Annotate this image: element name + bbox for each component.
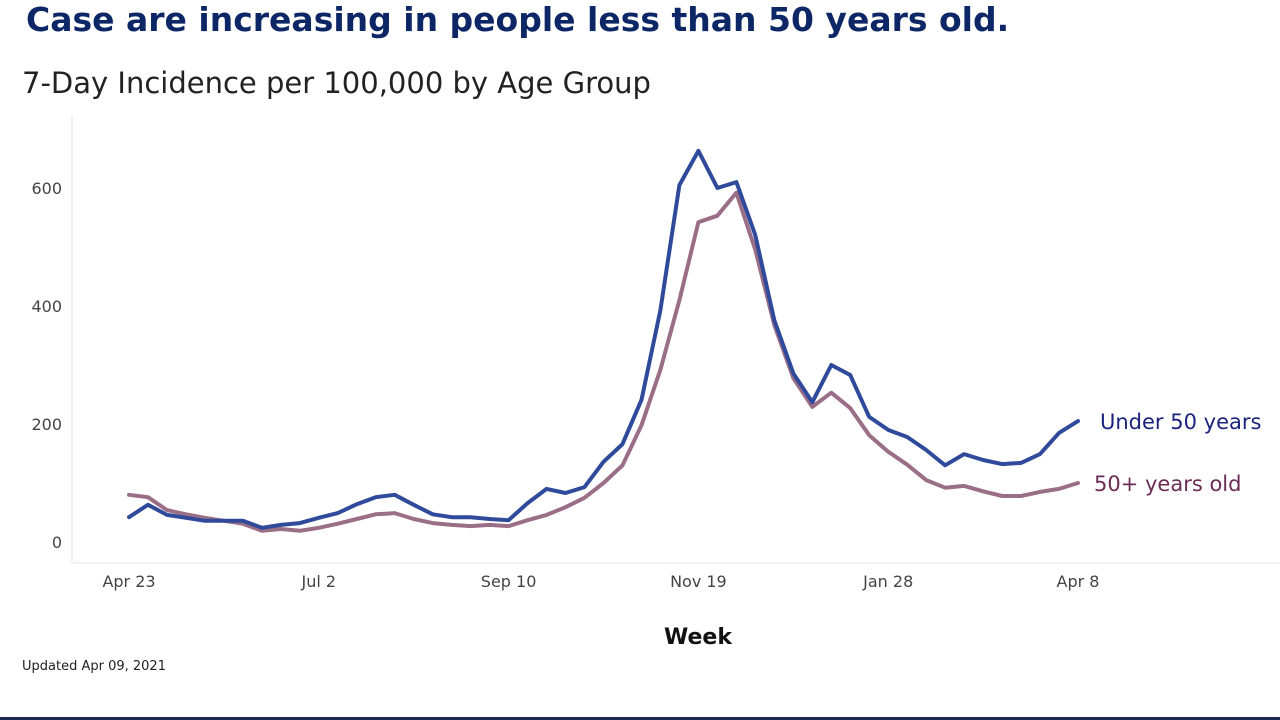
bottom-border bbox=[0, 717, 1280, 720]
x-tick-label: Nov 19 bbox=[670, 572, 727, 591]
chart-title: 7-Day Incidence per 100,000 by Age Group bbox=[22, 66, 651, 100]
series-line-50-plus bbox=[127, 190, 1080, 533]
x-tick-label: Jan 28 bbox=[862, 572, 913, 591]
y-tick-label: 600 bbox=[31, 179, 62, 198]
x-tick-label: Apr 23 bbox=[102, 572, 155, 591]
y-tick-label: 0 bbox=[52, 533, 62, 552]
headline: Case are increasing in people less than … bbox=[26, 0, 1010, 39]
x-tick-label: Sep 10 bbox=[481, 572, 537, 591]
x-tick-label: Jul 2 bbox=[301, 572, 337, 591]
x-tick-label: Apr 8 bbox=[1057, 572, 1100, 591]
series-label-50-plus: 50+ years old bbox=[1094, 472, 1241, 496]
series-line-under-50 bbox=[127, 148, 1080, 530]
y-tick-label: 400 bbox=[31, 297, 62, 316]
x-axis-label: Week bbox=[664, 625, 733, 650]
y-tick-label: 200 bbox=[31, 415, 62, 434]
series-label-under-50: Under 50 years bbox=[1100, 410, 1261, 434]
updated-timestamp: Updated Apr 09, 2021 bbox=[22, 659, 166, 674]
